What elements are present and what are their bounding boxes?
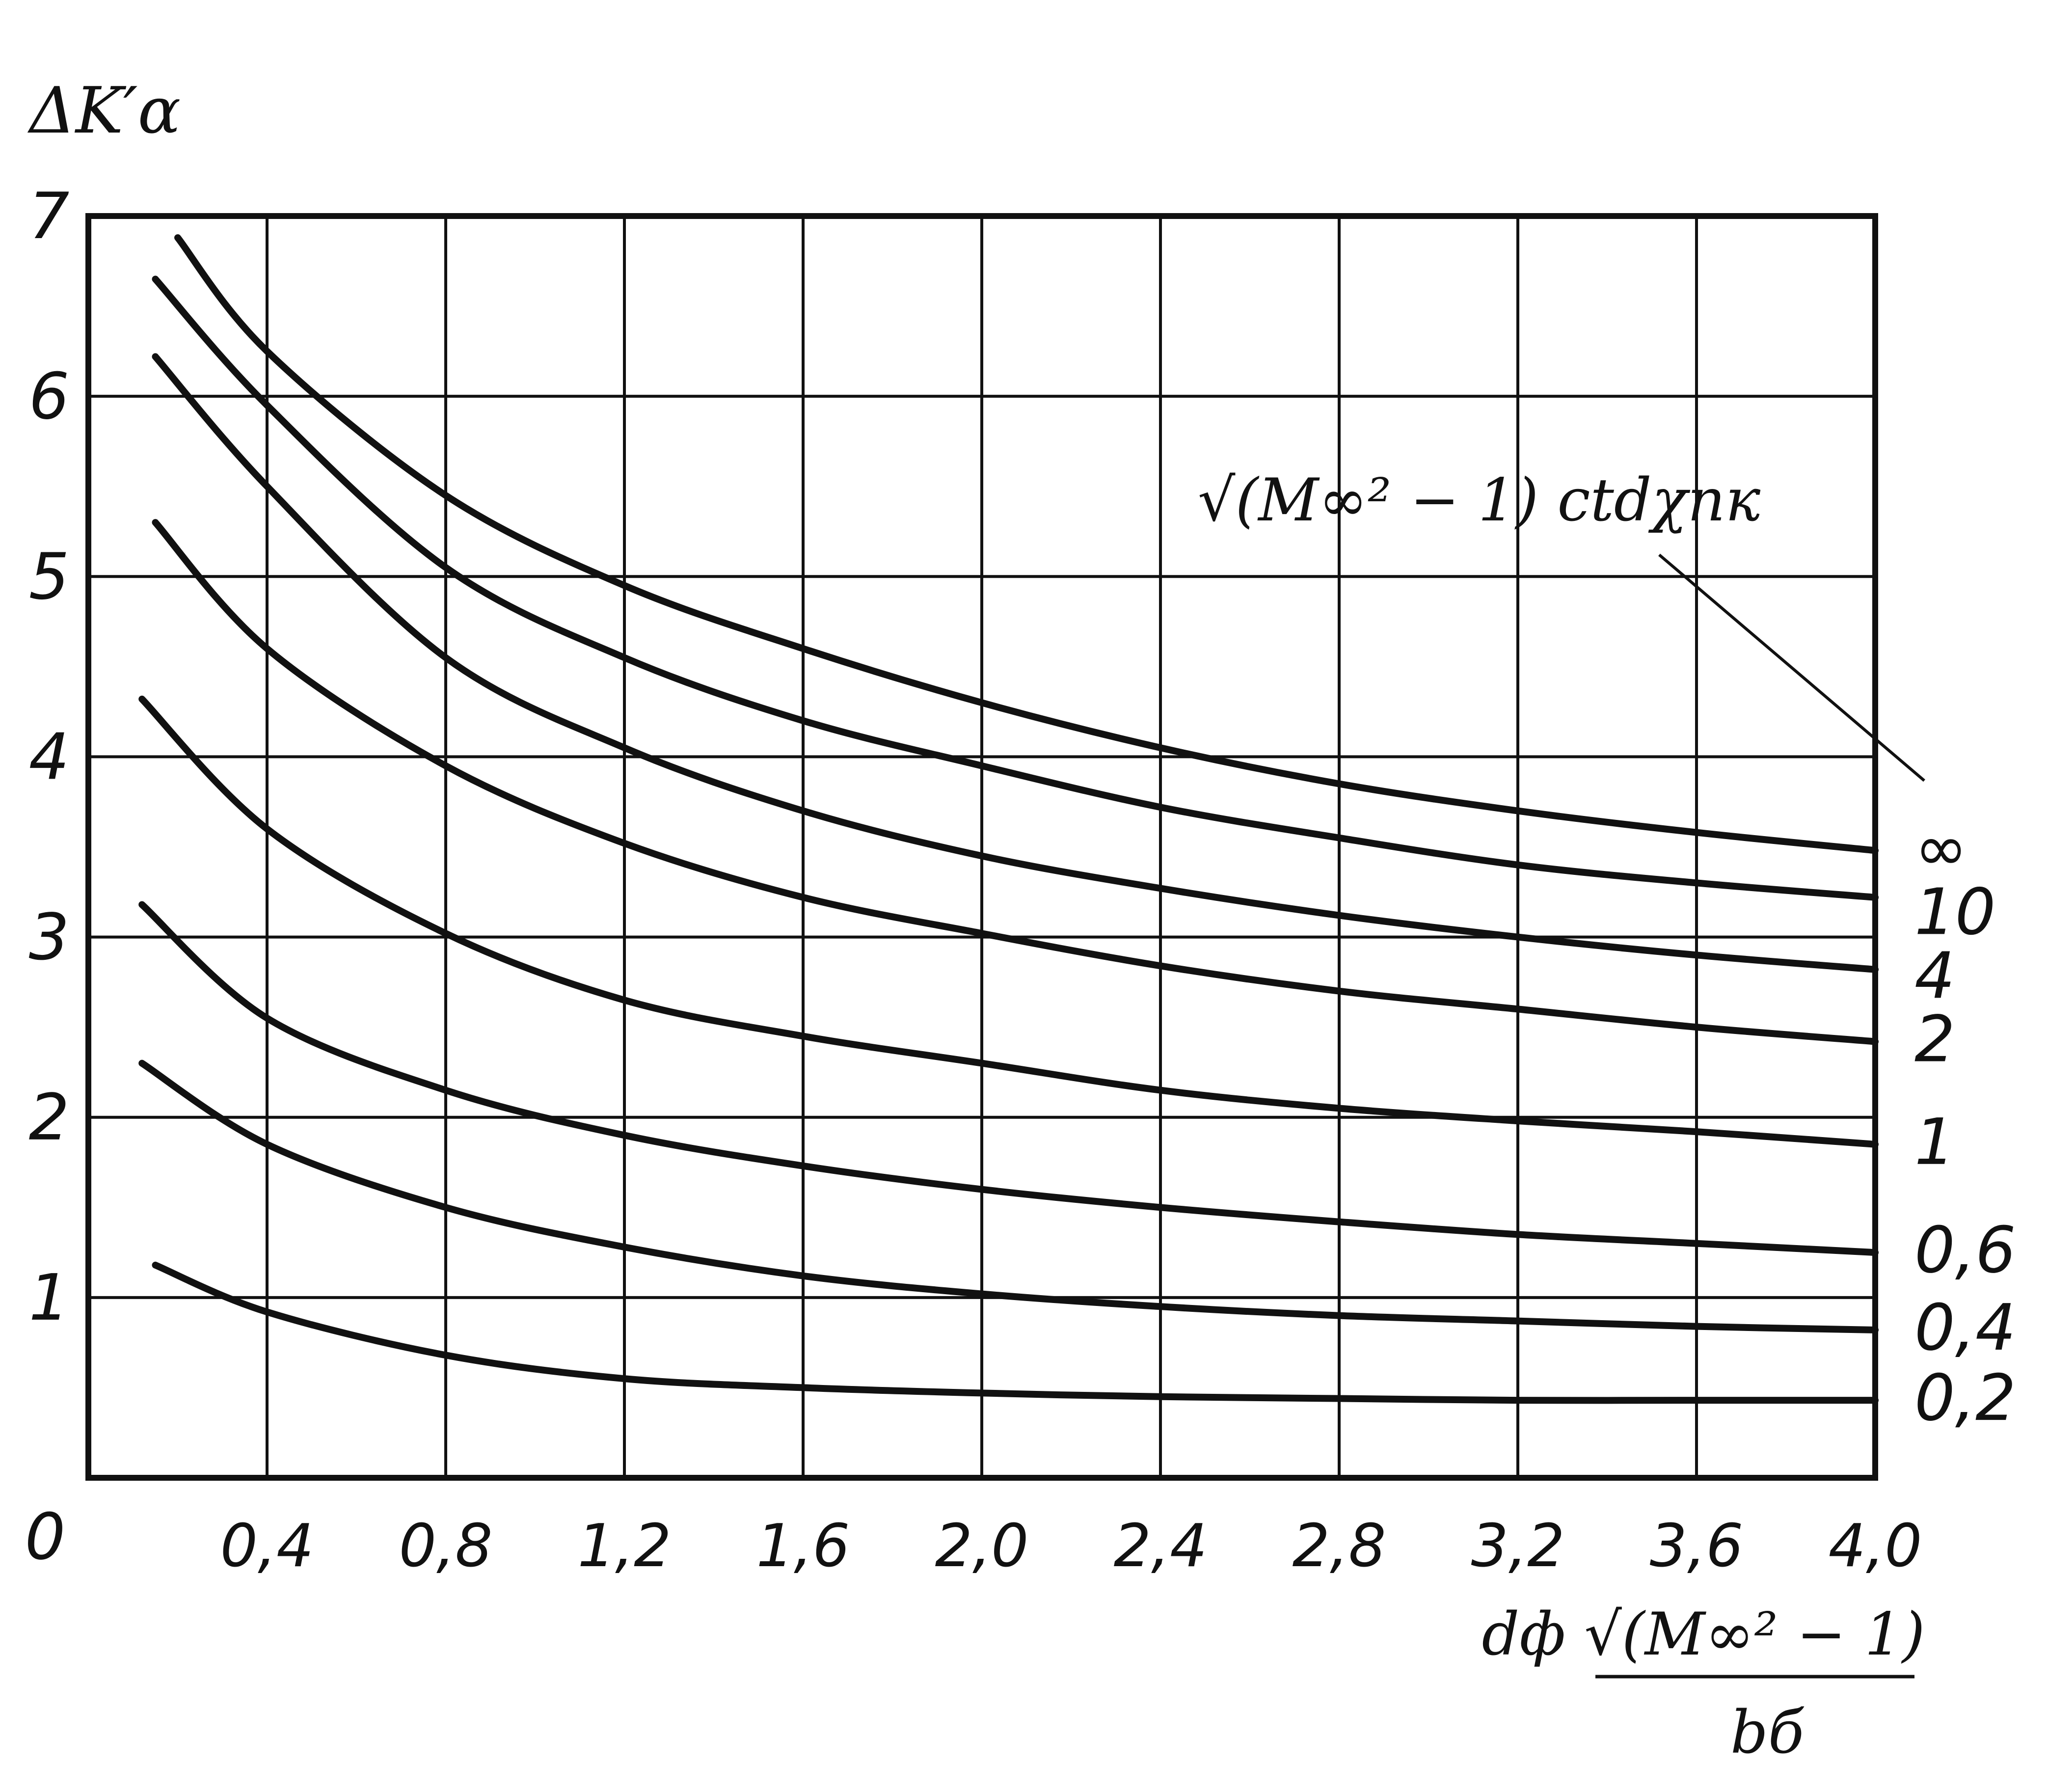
series-end-label: 10 [1914, 874, 1995, 949]
y-tick-label: 6 [29, 359, 70, 434]
series-end-label: 2 [1914, 1002, 1955, 1077]
y-tick-label: 7 [29, 179, 70, 253]
x-tick-label: 1,6 [756, 1512, 850, 1580]
series-line [152, 353, 1879, 973]
y-tick-labels: 1 2 3 4 5 6 7 [29, 179, 70, 1335]
x-tick-label: 2,0 [935, 1512, 1029, 1580]
parameter-label: √(M∞² − 1) ctdχпк [1198, 466, 1761, 535]
origin-label: 0 [25, 1499, 66, 1574]
x-tick-label: 2,8 [1293, 1512, 1386, 1580]
series-end-label: ∞ [1914, 811, 1967, 885]
series-end-label: 0,4 [1914, 1290, 2016, 1365]
grid [88, 216, 1875, 1478]
parameter-leader-line [1658, 553, 1925, 782]
y-tick-label: 2 [29, 1080, 70, 1155]
series-line [138, 901, 1879, 1256]
series-line [152, 1261, 1879, 1404]
x-tick-label: 2,4 [1114, 1512, 1208, 1580]
series-end-label: 1 [1914, 1105, 1955, 1179]
plot-frame [85, 213, 1878, 1481]
x-tick-label: 0,8 [399, 1512, 493, 1580]
x-tick-labels: 0,4 0,8 1,2 1,6 2,0 2,4 2,8 3,2 3,6 4,0 [220, 1512, 1922, 1580]
x-tick-label: 4,0 [1829, 1512, 1922, 1580]
series-lines [138, 234, 1879, 1404]
series-end-label: 0,2 [1914, 1360, 2016, 1435]
y-tick-label: 1 [29, 1260, 70, 1335]
x-tick-label: 3,2 [1471, 1512, 1565, 1580]
series-line [138, 1059, 1879, 1333]
series-line [152, 519, 1879, 1045]
x-axis-label-numerator: dф √(M∞² − 1) [1482, 1601, 1925, 1669]
y-tick-label: 3 [29, 900, 70, 975]
series-end-label: 0,6 [1914, 1213, 2016, 1287]
series-line [152, 275, 1879, 901]
series-end-label: 4 [1914, 938, 1955, 1013]
x-tick-label: 1,2 [578, 1512, 672, 1580]
y-tick-label: 5 [29, 539, 70, 614]
x-tick-label: 3,6 [1650, 1512, 1744, 1580]
y-axis-label: ΔK′α [27, 73, 181, 148]
series-line [138, 695, 1879, 1148]
series-line [174, 234, 1879, 854]
x-tick-label: 0,4 [220, 1512, 314, 1580]
y-tick-label: 4 [29, 719, 70, 794]
x-axis-label-denominator: bб [1730, 1699, 1805, 1767]
